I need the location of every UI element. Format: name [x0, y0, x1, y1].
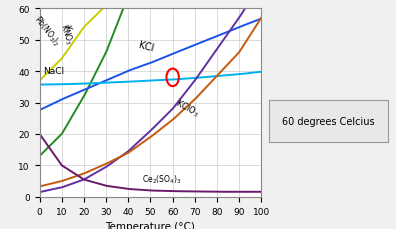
- Text: $\mathregular{K}$: $\mathregular{K}$: [62, 23, 75, 33]
- Text: Ce$_2$(SO$_4$)$_3$: Ce$_2$(SO$_4$)$_3$: [142, 172, 181, 185]
- Text: KCl: KCl: [137, 40, 154, 53]
- Text: 60 degrees Celcius: 60 degrees Celcius: [282, 116, 375, 126]
- Text: KClO$_3$: KClO$_3$: [173, 96, 201, 119]
- Text: KNO$_3$: KNO$_3$: [57, 22, 76, 46]
- Text: NaCl: NaCl: [43, 66, 64, 75]
- X-axis label: Temperature (°C): Temperature (°C): [106, 221, 195, 229]
- Text: Pb($\mathregular{NO_3}$)$_2$: Pb($\mathregular{NO_3}$)$_2$: [31, 13, 63, 49]
